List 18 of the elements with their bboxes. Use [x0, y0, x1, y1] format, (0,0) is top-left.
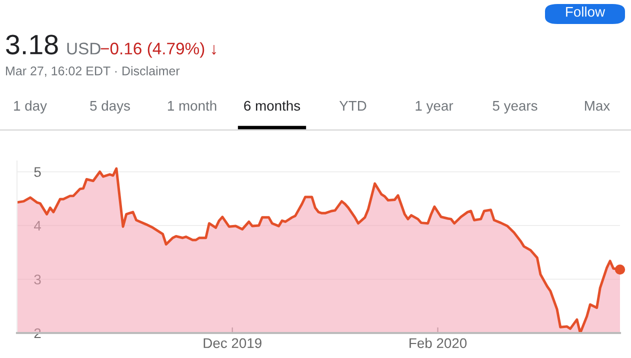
- text: −0.16 (4.79%) ↓: [100, 42, 216, 58]
- text: USD: [67, 42, 100, 54]
- y-tick-label: 4: [34, 220, 41, 231]
- text: 1 day: [14, 100, 47, 114]
- y-tick-label: 3: [34, 274, 41, 284]
- text: 5 days: [90, 100, 130, 114]
- text: 1 month: [168, 100, 216, 111]
- x-tick-label: Dec 2019: [204, 338, 262, 348]
- text: Mar 27, 16:02 EDT · Disclaimer: [6, 66, 180, 77]
- text: 6 months: [244, 100, 300, 111]
- text: 5 years: [492, 101, 538, 114]
- text: 1 year: [416, 101, 454, 114]
- y-tick-label: 5: [34, 167, 41, 177]
- text: 3.18: [6, 34, 58, 54]
- x-tick-label: Feb 2020: [410, 338, 467, 348]
- text: Max: [585, 101, 610, 111]
- text: YTD: [339, 101, 366, 111]
- text: Follow: [566, 6, 606, 17]
